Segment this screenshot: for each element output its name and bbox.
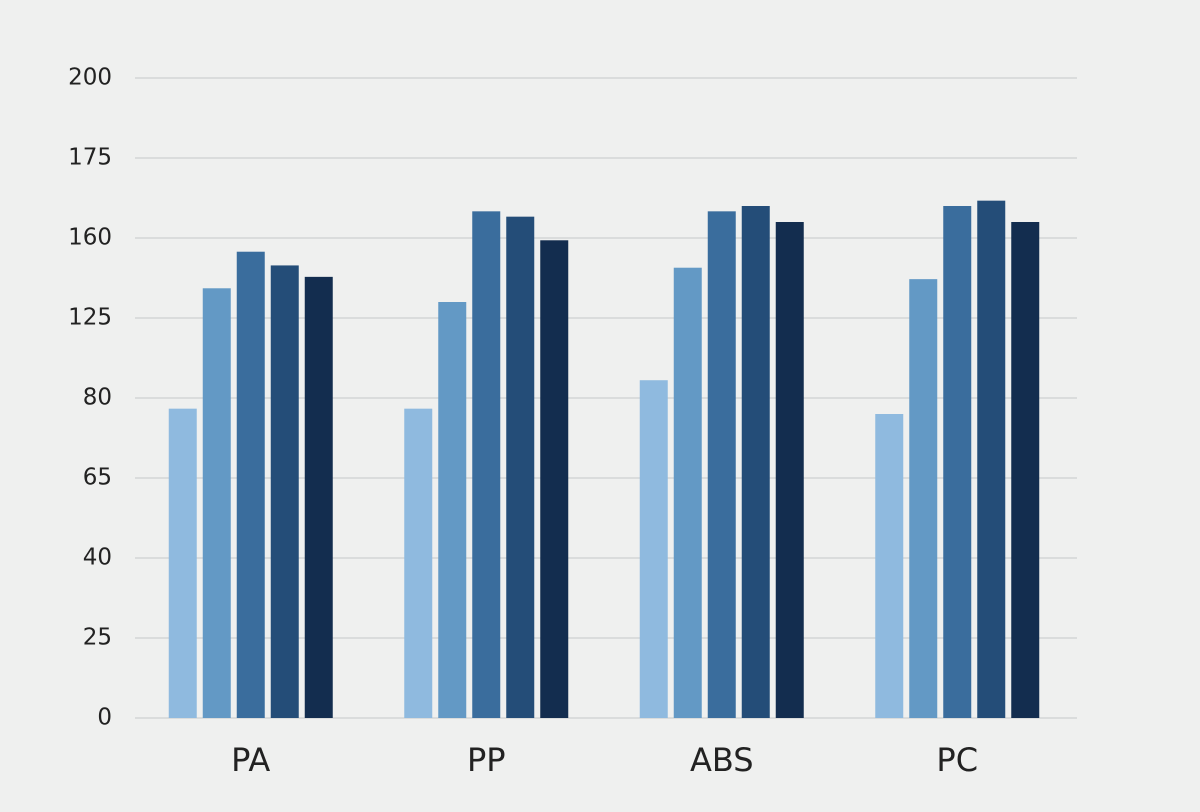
- bar: [875, 414, 904, 718]
- y-tick-label: 80: [83, 385, 112, 411]
- y-tick-label: 65: [83, 465, 112, 491]
- x-tick-label: PC: [936, 741, 978, 779]
- bar: [741, 206, 770, 718]
- bar: [472, 211, 501, 719]
- bar: [506, 216, 535, 718]
- bar: [202, 288, 231, 718]
- bar: [540, 240, 569, 719]
- x-tick-label: ABS: [690, 741, 754, 779]
- y-tick-label: 200: [68, 65, 112, 91]
- bar: [236, 251, 265, 718]
- bar: [707, 211, 736, 719]
- bar: [673, 267, 702, 718]
- bar: [639, 380, 668, 718]
- bar: [977, 200, 1006, 718]
- bar: [943, 206, 972, 718]
- y-tick-label: 25: [83, 625, 112, 651]
- y-tick-label: 160: [68, 225, 112, 251]
- bar: [1011, 222, 1040, 718]
- bar: [438, 302, 467, 718]
- x-tick-label: PP: [467, 741, 506, 779]
- y-tick-label: 175: [68, 145, 112, 171]
- y-tick-label: 40: [83, 545, 112, 571]
- bar: [304, 276, 333, 718]
- bar: [775, 222, 804, 718]
- bar: [404, 408, 433, 718]
- x-tick-label: PA: [231, 741, 270, 779]
- y-tick-label: 0: [97, 705, 112, 731]
- bar: [270, 265, 299, 718]
- bar: [168, 408, 197, 718]
- bar: [909, 279, 938, 718]
- y-tick-label: 125: [68, 305, 112, 331]
